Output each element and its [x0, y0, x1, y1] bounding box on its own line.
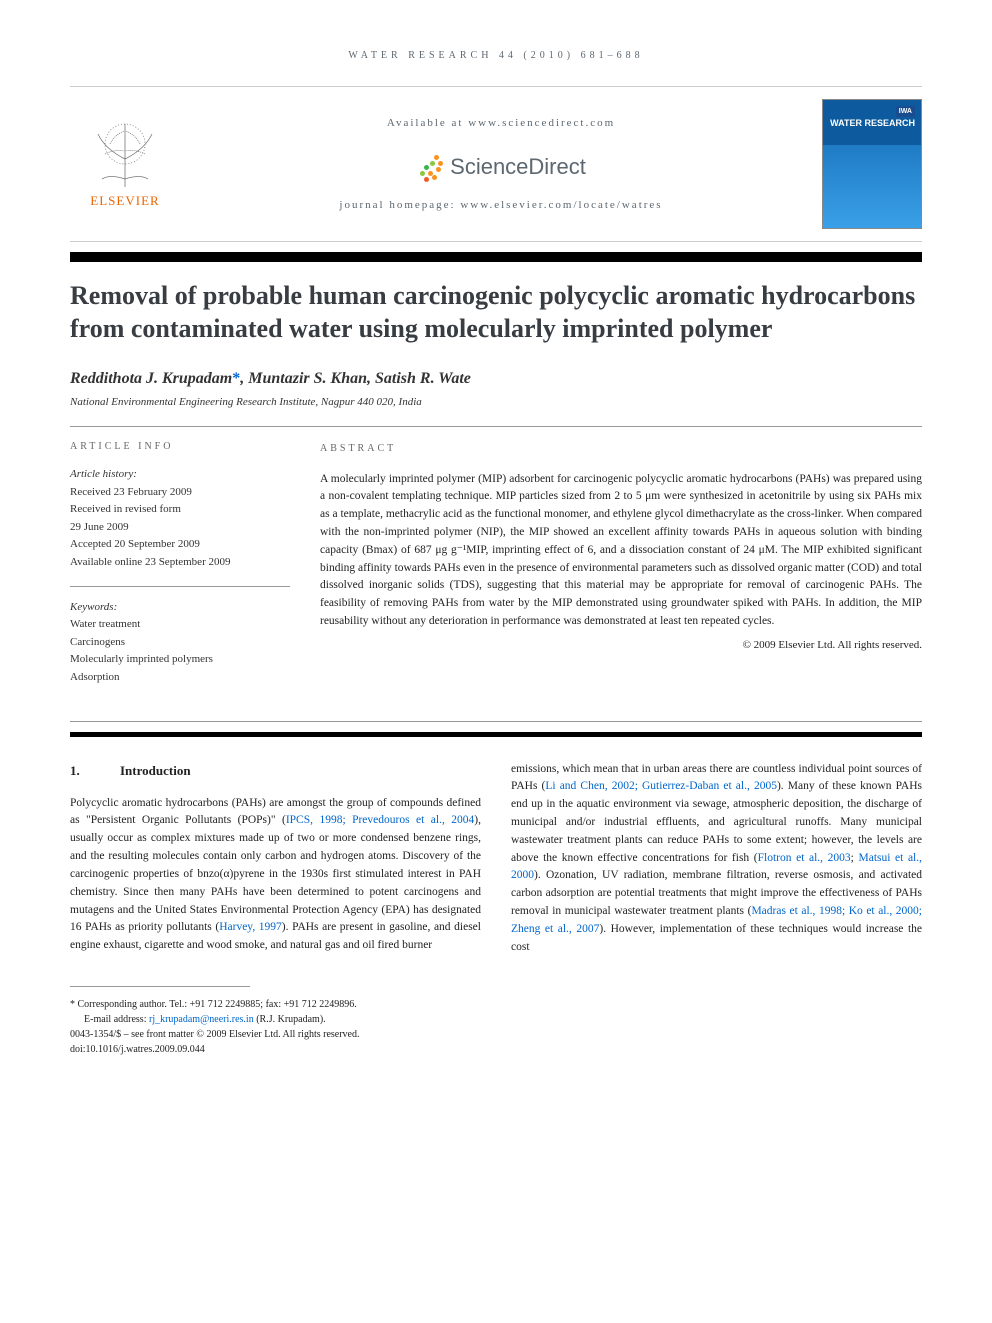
- sd-dot: [434, 155, 439, 160]
- issn-line: 0043-1354/$ – see front matter © 2009 El…: [70, 1027, 922, 1042]
- section-bar: [70, 732, 922, 737]
- author-name: Muntazir S. Khan: [248, 370, 367, 387]
- history-line: Received in revised form: [70, 501, 290, 519]
- article-info: ARTICLE INFO Article history: Received 2…: [70, 441, 290, 701]
- body-paragraph: Polycyclic aromatic hydrocarbons (PAHs) …: [70, 795, 481, 955]
- footnotes: * Corresponding author. Tel.: +91 712 22…: [70, 997, 922, 1057]
- sd-dot: [438, 161, 443, 166]
- author-name: Satish R. Wate: [375, 370, 471, 387]
- citation-link[interactable]: Li and Chen, 2002; Gutierrez-Daban et al…: [545, 780, 777, 792]
- journal-header: ELSEVIER Available at www.sciencedirect.…: [70, 86, 922, 242]
- journal-cover-thumbnail[interactable]: IWA WATER RESEARCH: [822, 99, 922, 229]
- elsevier-tree-icon: [90, 119, 160, 189]
- history-line: 29 June 2009: [70, 519, 290, 537]
- sciencedirect-dots-icon: [416, 153, 444, 181]
- sd-dot: [424, 165, 429, 170]
- divider: [70, 721, 922, 722]
- sciencedirect-text: ScienceDirect: [450, 154, 586, 180]
- running-header: WATER RESEARCH 44 (2010) 681–688: [70, 50, 922, 61]
- article-history: Article history: Received 23 February 20…: [70, 466, 290, 572]
- corresponding-asterisk: *: [232, 370, 240, 387]
- email-link[interactable]: rj_krupadam@neeri.res.in: [149, 1014, 254, 1025]
- available-at: Available at www.sciencedirect.com: [180, 117, 822, 129]
- keyword: Adsorption: [70, 669, 290, 687]
- keywords-label: Keywords:: [70, 599, 290, 617]
- keyword: Carcinogens: [70, 634, 290, 652]
- keyword: Water treatment: [70, 616, 290, 634]
- author-name: Reddithota J. Krupadam: [70, 370, 232, 387]
- body-column-left: 1.Introduction Polycyclic aromatic hydro…: [70, 761, 481, 957]
- sd-dot: [420, 171, 425, 176]
- elsevier-label: ELSEVIER: [90, 193, 159, 209]
- citation-link[interactable]: Harvey, 1997: [219, 921, 282, 933]
- section-title: Introduction: [120, 763, 191, 778]
- journal-homepage[interactable]: journal homepage: www.elsevier.com/locat…: [180, 199, 822, 211]
- abstract-text: A molecularly imprinted polymer (MIP) ad…: [320, 471, 922, 631]
- corresponding-author: * Corresponding author. Tel.: +91 712 22…: [70, 997, 922, 1012]
- citation-link[interactable]: IPCS, 1998; Prevedouros et al., 2004: [286, 814, 474, 826]
- sd-dot: [424, 177, 429, 182]
- doi-line: doi:10.1016/j.watres.2009.09.044: [70, 1042, 922, 1057]
- elsevier-logo-block: ELSEVIER: [70, 119, 180, 209]
- divider: [70, 586, 290, 587]
- history-line: Available online 23 September 2009: [70, 554, 290, 572]
- history-line: Accepted 20 September 2009: [70, 536, 290, 554]
- abstract: ABSTRACT A molecularly imprinted polymer…: [320, 441, 922, 701]
- body-text: 1.Introduction Polycyclic aromatic hydro…: [70, 761, 922, 957]
- sd-dot: [430, 161, 435, 166]
- title-bar: [70, 252, 922, 262]
- history-line: Received 23 February 2009: [70, 484, 290, 502]
- citation-link[interactable]: Flotron et al., 2003: [758, 852, 851, 864]
- cover-title: WATER RESEARCH: [830, 119, 915, 129]
- authors: Reddithota J. Krupadam*, Muntazir S. Kha…: [70, 370, 922, 388]
- info-abstract-row: ARTICLE INFO Article history: Received 2…: [70, 427, 922, 721]
- footnote-divider: [70, 986, 250, 987]
- sd-dot: [432, 175, 437, 180]
- citation-link[interactable]: Madras et al., 1998; Ko et al., 2000; Zh…: [511, 905, 922, 935]
- body-paragraph: emissions, which mean that in urban area…: [511, 761, 922, 957]
- citation-link[interactable]: Matsui et al., 2000: [511, 852, 922, 882]
- body-column-right: emissions, which mean that in urban area…: [511, 761, 922, 957]
- header-center: Available at www.sciencedirect.com Scien…: [180, 117, 822, 211]
- keywords-block: Keywords: Water treatmentCarcinogensMole…: [70, 599, 290, 687]
- article-title: Removal of probable human carcinogenic p…: [70, 280, 922, 345]
- abstract-copyright: © 2009 Elsevier Ltd. All rights reserved…: [320, 637, 922, 654]
- cover-badge: IWA: [896, 106, 915, 117]
- sd-dot: [436, 167, 441, 172]
- article-info-heading: ARTICLE INFO: [70, 441, 290, 452]
- history-label: Article history:: [70, 466, 290, 484]
- keyword: Molecularly imprinted polymers: [70, 651, 290, 669]
- email-line: E-mail address: rj_krupadam@neeri.res.in…: [70, 1012, 922, 1027]
- abstract-heading: ABSTRACT: [320, 441, 922, 457]
- section-heading: 1.Introduction: [70, 761, 481, 781]
- sciencedirect-logo[interactable]: ScienceDirect: [416, 153, 586, 181]
- section-number: 1.: [70, 761, 120, 781]
- affiliation: National Environmental Engineering Resea…: [70, 396, 922, 408]
